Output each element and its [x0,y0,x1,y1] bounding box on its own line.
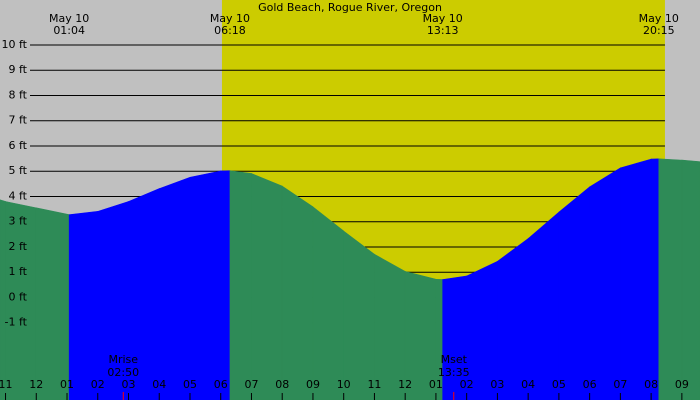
x-tick-label: 11 [367,378,381,391]
tide-segment [312,206,344,400]
tide-segment [229,170,252,400]
tide-segment [220,170,231,400]
x-tick-label: 08 [275,378,289,391]
x-tick-label: 09 [675,378,689,391]
x-tick-label: 07 [244,378,258,391]
moon-event-time: 02:50 [107,366,139,379]
x-tick-label: 04 [521,378,535,391]
y-tick-label: 1 ft [9,265,28,278]
x-tick-label: 05 [552,378,566,391]
x-tick-label: 11 [0,378,13,391]
y-tick-label: 9 ft [9,63,28,76]
tide-segment [527,211,560,400]
x-tick-label: 07 [613,378,627,391]
x-tick-label: 03 [490,378,504,391]
x-tick-label: 03 [122,378,136,391]
x-tick-label: 02 [91,378,105,391]
y-tick-label: 7 ft [9,114,28,127]
x-tick-label: 01 [60,378,74,391]
tide-segment [189,170,222,400]
moon-event-label: Mset [441,353,468,366]
x-tick-label: 12 [398,378,412,391]
tide-segment [374,253,406,400]
y-tick-label: 4 ft [9,189,28,202]
y-tick-label: -1 ft [5,316,28,329]
extreme-time: 13:13 [427,24,459,37]
tide-segment [404,271,437,400]
tide-segment [0,199,6,400]
tide-segment [97,201,129,400]
tide-segment [158,176,191,400]
tide-segment [558,186,590,400]
moon-event-time: 13:35 [438,366,470,379]
tide-segment [658,158,683,400]
tide-segment [35,207,70,400]
extreme-time: 06:18 [214,24,246,37]
tide-segment [620,158,652,400]
x-tick-label: 06 [583,378,597,391]
chart-title: Gold Beach, Rogue River, Oregon [258,1,442,14]
x-tick-label: 12 [29,378,43,391]
x-tick-label: 02 [460,378,474,391]
tide-segment [681,159,700,400]
tide-segment [68,211,99,400]
tide-segment [281,185,314,400]
extreme-date: May 10 [423,12,463,25]
x-tick-label: 01 [429,378,443,391]
tide-segment [5,201,37,400]
extreme-date: May 10 [639,12,679,25]
y-tick-label: 5 ft [9,164,28,177]
tide-segment [442,275,467,400]
tide-segment [497,238,529,400]
extreme-date: May 10 [49,12,89,25]
tide-segment [435,278,443,400]
tide-segment [589,167,621,400]
tide-segment [128,188,160,400]
y-tick-label: 0 ft [9,290,28,303]
x-tick-label: 10 [337,378,351,391]
y-tick-label: 8 ft [9,88,28,101]
x-tick-label: 05 [183,378,197,391]
extreme-time: 01:04 [53,24,85,37]
moon-event-label: Mrise [108,353,138,366]
x-tick-label: 09 [306,378,320,391]
y-tick-label: 3 ft [9,215,28,228]
extreme-date: May 10 [210,12,250,25]
y-tick-label: 2 ft [9,240,28,253]
extreme-time: 20:15 [643,24,675,37]
tide-segment [466,260,498,400]
x-tick-label: 08 [644,378,658,391]
x-tick-label: 06 [214,378,228,391]
tide-segment [343,230,375,400]
y-tick-label: 6 ft [9,139,28,152]
x-tick-label: 04 [152,378,166,391]
tide-segment [650,158,660,400]
tide-segment [251,173,283,400]
y-tick-label: 10 ft [2,38,28,51]
